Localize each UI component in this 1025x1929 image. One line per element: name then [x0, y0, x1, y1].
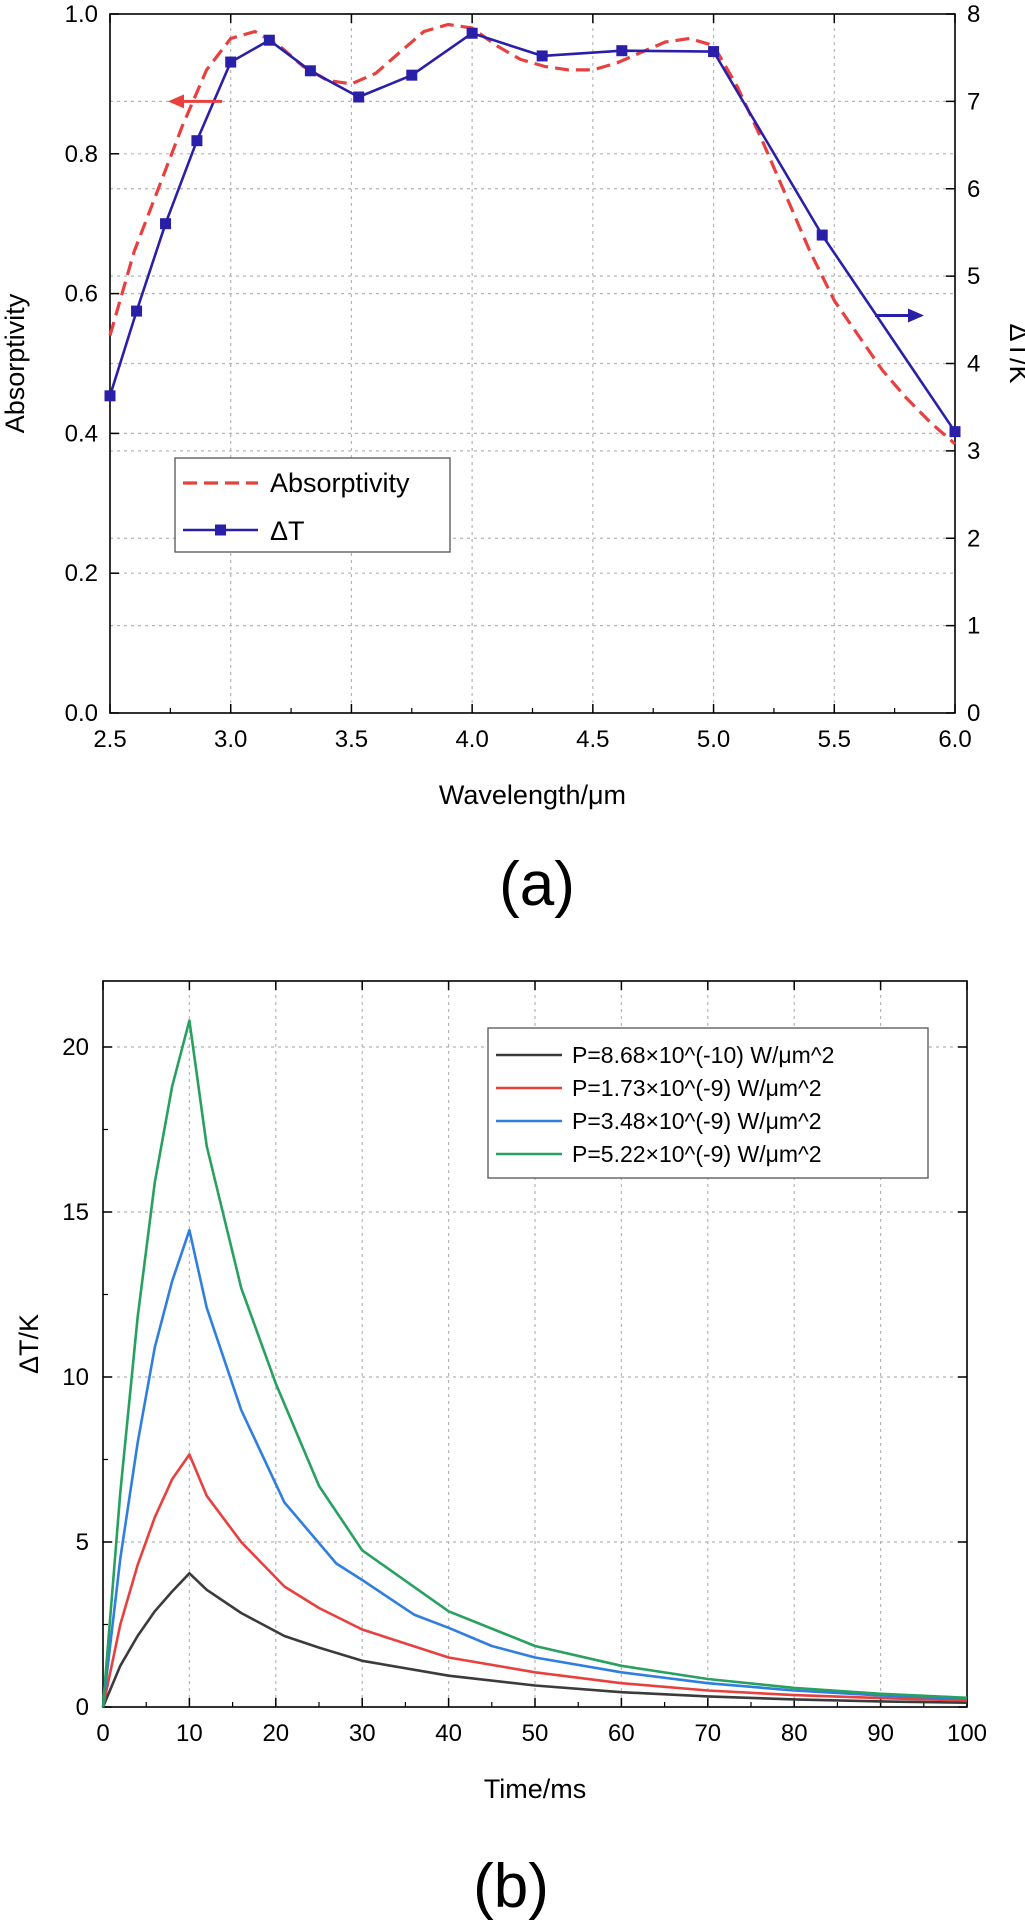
series-deltaT-point [949, 426, 961, 438]
x-tick-label: 5.5 [818, 726, 851, 753]
x-tick-label: 70 [694, 1720, 721, 1747]
series-deltaT-point [353, 91, 365, 103]
series-deltaT-point [225, 56, 237, 68]
y2-tick-label: 1 [967, 613, 980, 640]
y-tick-label: 0.8 [65, 141, 98, 168]
y-tick-label: 0 [76, 1694, 89, 1721]
series-deltaT-point [708, 46, 720, 58]
x-tick-label: 100 [947, 1720, 987, 1747]
series-line-2 [101, 1453, 968, 1708]
series-deltaT-point [104, 390, 116, 402]
legend-b: P=8.68×10^(-10) W/μm^2 P=1.73×10^(-9) W/μ… [487, 1027, 929, 1179]
series-deltaT-point [191, 135, 203, 147]
x-tick-label: 3.0 [214, 726, 247, 753]
series-deltaT-point [406, 69, 418, 81]
x-tick-label: 0 [96, 1720, 109, 1747]
y-tick-label: 0.6 [65, 281, 98, 308]
x-tick-label: 20 [262, 1720, 289, 1747]
legend-a: Absorptivity ΔT [174, 457, 451, 553]
x-tick-label: 30 [349, 1720, 376, 1747]
series-deltaT-point [816, 229, 828, 241]
x-tick-label: 10 [176, 1720, 203, 1747]
series-line-1 [101, 1572, 968, 1708]
y2-tick-label: 3 [967, 438, 980, 465]
legend-label-2: P=1.73×10^(-9) W/μm^2 [572, 1075, 822, 1101]
x-axis-label: Wavelength/μm [439, 780, 626, 810]
y2-tick-label: 2 [967, 525, 980, 552]
panel-label-a: (a) [499, 850, 575, 919]
x-tick-label: 90 [867, 1720, 894, 1747]
y2-tick-label: 0 [967, 700, 980, 727]
legend-label-absorptivity: Absorptivity [270, 468, 410, 498]
right-axis-arrowhead [908, 308, 924, 323]
x-tick-label: 4.5 [576, 726, 609, 753]
series-deltaT-point [304, 65, 316, 77]
x-tick-label: 60 [608, 1720, 635, 1747]
legend-marker-deltaT [215, 524, 226, 536]
y-tick-label: 0.0 [65, 700, 98, 727]
legend-box [174, 457, 451, 553]
y-tick-label: 5 [76, 1529, 89, 1556]
series-line-3 [101, 1228, 968, 1708]
x-tick-label: 80 [781, 1720, 808, 1747]
y2-axis-label: ΔT/K [1004, 323, 1025, 383]
x-tick-label: 4.0 [455, 726, 488, 753]
legend-label-1: P=8.68×10^(-10) W/μm^2 [572, 1042, 834, 1068]
y-tick-label: 10 [62, 1364, 89, 1391]
legend-label-3: P=3.48×10^(-9) W/μm^2 [572, 1108, 822, 1134]
chart-b: 0 10 20 30 40 50 60 70 80 90 100 0 5 10 15 20 Time/ms ΔT/… [14, 980, 987, 1921]
y2-tick-label: 7 [967, 88, 980, 115]
series-deltaT-point [263, 34, 275, 46]
y-tick-label: 15 [62, 1199, 89, 1226]
series-deltaT-point [466, 27, 478, 39]
y-tick-label: 0.2 [65, 560, 98, 587]
series-deltaT-point [536, 50, 548, 62]
x-axis-label: Time/ms [484, 1774, 587, 1804]
x-tick-label: 2.5 [93, 726, 126, 753]
series-line-4 [101, 1019, 968, 1708]
y-tick-label: 0.4 [65, 420, 98, 447]
y-axis-label: Absorptivity [0, 293, 30, 433]
x-tick-label: 50 [522, 1720, 549, 1747]
legend-label-deltaT: ΔT [270, 516, 305, 546]
series-deltaT-line [108, 31, 957, 433]
panel-label-b: (b) [473, 1852, 549, 1921]
y2-tick-label: 8 [967, 1, 980, 28]
y2-tick-label: 4 [967, 351, 980, 378]
chart-a: 2.5 3.0 3.5 4.0 4.5 5.0 5.5 6.0 0.0 0.2 0.4 0.6 0.8 1… [0, 1, 1025, 919]
y2-tick-label: 6 [967, 176, 980, 203]
y-axis-label: ΔT/K [14, 1314, 44, 1374]
y2-tick-label: 5 [967, 263, 980, 290]
x-tick-label: 5.0 [697, 726, 730, 753]
series-deltaT-point [616, 45, 628, 57]
x-tick-label: 6.0 [938, 726, 971, 753]
left-axis-arrowhead [168, 94, 184, 109]
x-tick-label: 40 [435, 1720, 462, 1747]
x-tick-label: 3.5 [335, 726, 368, 753]
y-tick-label: 1.0 [65, 1, 98, 28]
legend-label-4: P=5.22×10^(-9) W/μm^2 [572, 1141, 822, 1167]
series-deltaT-point [160, 218, 172, 230]
series-absorptivity-line [108, 22, 957, 446]
y-tick-label: 20 [62, 1034, 89, 1061]
series-deltaT-point [131, 305, 143, 317]
